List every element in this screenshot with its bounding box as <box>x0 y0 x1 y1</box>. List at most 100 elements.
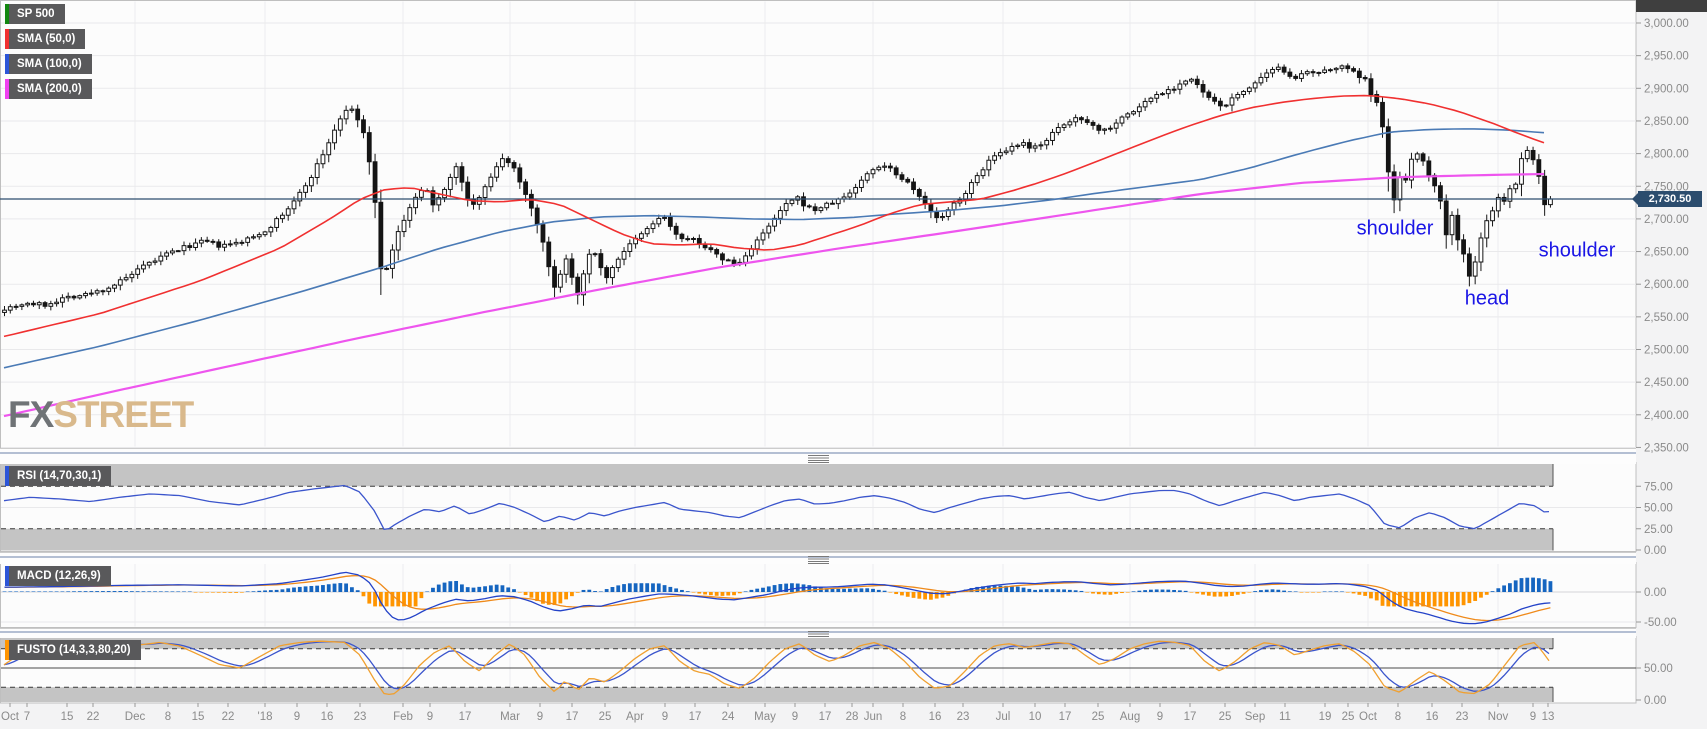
date-label: Mar <box>500 711 520 723</box>
date-label: Aug <box>1120 711 1140 723</box>
date-label: 22 <box>222 711 235 723</box>
price-axis-label: 2,350.00 <box>1644 442 1689 454</box>
stochastic-indicator <box>1 637 1636 702</box>
date-label: 7 <box>24 711 30 723</box>
date-label: 23 <box>957 711 970 723</box>
candlestick-series <box>2 63 1553 317</box>
date-label: 15 <box>192 711 205 723</box>
macd-indicator <box>1 571 1636 625</box>
splitter-grip-icon[interactable] <box>808 630 829 637</box>
date-label: 10 <box>1029 711 1042 723</box>
date-label: 9 <box>294 711 300 723</box>
annotation-text: shoulder <box>1356 217 1434 240</box>
date-label: 17 <box>459 711 472 723</box>
price-axis-label: 3,000.00 <box>1644 18 1689 30</box>
indicator-badge-macd[interactable]: MACD (12,26,9) <box>5 566 111 586</box>
date-label: 17 <box>819 711 832 723</box>
current-price-tag: 2,730.50 <box>1632 190 1702 207</box>
stochastic-d-line <box>3 641 1550 692</box>
macd-axis-label: -50.00 <box>1644 617 1677 629</box>
date-label: 13 <box>1542 711 1555 723</box>
date-label: 19 <box>1319 711 1332 723</box>
date-label: Apr <box>626 711 644 723</box>
series-color-swatch <box>5 640 9 660</box>
rsi-indicator <box>1 463 1636 551</box>
macd-line <box>4 571 1551 625</box>
annotation-text: head <box>1464 287 1510 310</box>
panel-splitter <box>0 447 1636 464</box>
indicator-badge-rsi[interactable]: RSI (14,70,30,1) <box>5 466 112 486</box>
date-label: 9 <box>662 711 668 723</box>
splitter-grip-icon[interactable] <box>808 454 829 463</box>
date-label: Oct <box>1359 711 1378 723</box>
rsi-axis-label: 50.00 <box>1644 503 1673 515</box>
legend-label: SP 500 <box>9 4 65 24</box>
macd-axis-label: 0.00 <box>1644 587 1666 599</box>
indicator-badge-stochastic[interactable]: FUSTO (14,3,3,80,20) <box>5 640 141 660</box>
price-axis-label: 2,600.00 <box>1644 279 1689 291</box>
date-label: 17 <box>689 711 702 723</box>
price-axis-label: 2,700.00 <box>1644 214 1689 226</box>
main-panel[interactable] <box>0 0 1637 448</box>
date-label: 25 <box>1092 711 1105 723</box>
sma50-line <box>3 94 1545 338</box>
panel-splitter <box>0 551 1636 564</box>
legend-item-sp500[interactable]: SP 500 <box>5 4 65 24</box>
price-axis-label: 2,800.00 <box>1644 149 1689 161</box>
sma100-line <box>3 128 1545 369</box>
date-label: 8 <box>165 711 171 723</box>
legend-item-sma100[interactable]: SMA (100,0) <box>5 54 92 74</box>
date-label: 9 <box>1157 711 1163 723</box>
stochastic-k-line <box>3 640 1550 696</box>
date-label: 8 <box>900 711 906 723</box>
date-label: 17 <box>566 711 579 723</box>
date-label: 17 <box>1059 711 1072 723</box>
date-label: '18 <box>258 711 273 723</box>
date-label: 28 <box>846 711 859 723</box>
stochastic-axis-label: 50.00 <box>1644 663 1673 675</box>
series-color-swatch <box>5 4 9 24</box>
y-axis-labels: 3,000.00 2,950.00 2,900.00 2,850.00 2,800.00… <box>1636 18 1689 707</box>
date-label: 9 <box>427 711 433 723</box>
price-axis-label: 2,400.00 <box>1644 410 1689 422</box>
date-label: 23 <box>354 711 367 723</box>
stochastic-axis-label: 0.00 <box>1644 695 1666 707</box>
date-label: May <box>754 711 776 723</box>
logo-fx: FX <box>8 394 54 435</box>
date-label: Oct <box>1 711 20 723</box>
date-label: 9 <box>537 711 543 723</box>
series-color-swatch <box>5 566 9 586</box>
date-label: 17 <box>1184 711 1197 723</box>
date-label: Jun <box>864 711 883 723</box>
series-color-swatch <box>5 29 9 49</box>
date-label: 23 <box>1456 711 1469 723</box>
date-label: 22 <box>87 711 100 723</box>
series-color-swatch <box>5 54 9 74</box>
fxstreet-watermark: FXSTREET <box>8 394 194 436</box>
date-label: 16 <box>1426 711 1439 723</box>
price-axis-label: 2,450.00 <box>1644 377 1689 389</box>
price-axis-label: 2,550.00 <box>1644 312 1689 324</box>
series-color-swatch <box>5 466 9 486</box>
legend-item-sma50[interactable]: SMA (50,0) <box>5 29 86 49</box>
rsi-axis-label: 75.00 <box>1644 481 1673 493</box>
logo-street: STREET <box>53 394 194 435</box>
splitter-line <box>0 451 1636 454</box>
splitter-grip-icon[interactable] <box>808 555 829 564</box>
date-label: Nov <box>1488 711 1509 723</box>
date-label: 9 <box>1530 711 1536 723</box>
date-label: 25 <box>599 711 612 723</box>
date-label: 24 <box>722 711 735 723</box>
legend-label: SMA (50,0) <box>9 29 86 49</box>
indicator-label: MACD (12,26,9) <box>9 566 111 586</box>
date-label: Feb <box>393 711 413 723</box>
macd-panel[interactable] <box>0 562 1637 628</box>
axis-corner-box <box>1636 0 1707 12</box>
indicator-label: FUSTO (14,3,3,80,20) <box>9 640 141 660</box>
annotation-text: shoulder <box>1538 239 1616 262</box>
price-axis-label: 2,650.00 <box>1644 247 1689 259</box>
price-axis-label: 2,950.00 <box>1644 51 1689 63</box>
legend-item-sma200[interactable]: SMA (200,0) <box>5 79 92 99</box>
